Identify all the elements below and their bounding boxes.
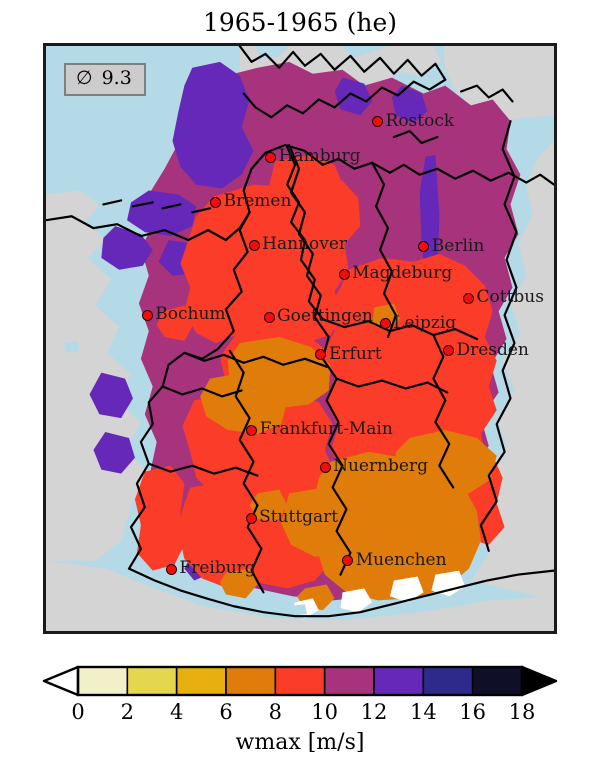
city-label: Rostock [385, 110, 455, 131]
colorbar-tick-label: 16 [459, 700, 487, 724]
city-label: Magdeburg [352, 263, 453, 284]
city-dot-icon [263, 311, 275, 323]
colorbar-segment [471, 666, 523, 696]
wind-speed-contour-map [46, 46, 554, 631]
city-label: Hamburg [278, 146, 361, 167]
city-label: Goettingen [277, 306, 373, 327]
colorbar-tick-label: 18 [508, 700, 536, 724]
city-label: Stuttgart [259, 507, 339, 528]
colorbar-outline [76, 665, 524, 697]
colorbar-segment [323, 666, 375, 696]
colorbar-segment [175, 666, 227, 696]
colorbar-tick-label: 0 [71, 700, 85, 724]
colorbar-over-arrow [520, 665, 558, 697]
mean-symbol: ∅ [76, 67, 93, 89]
city-label: Frankfurt-Main [259, 419, 393, 440]
colorbar-tick-label: 4 [169, 700, 184, 724]
city-dot-icon [210, 196, 222, 208]
contour-band-6-8 [200, 303, 497, 611]
coastline-and-borders [46, 46, 554, 618]
city-label: Dresden [456, 339, 529, 360]
colorbar-segment [126, 666, 178, 696]
city-dot-icon [315, 349, 327, 360]
colorbar-tick-labels: 0 2 4 6 8 10 12 14 16 18 [0, 700, 600, 726]
colorbar-segment [77, 666, 129, 696]
city-dot-icon [165, 563, 177, 575]
colorbar-tick-label: 8 [268, 700, 283, 724]
city-label: Freiburg [179, 558, 256, 579]
page-title: 1965-1965 (he) [202, 8, 398, 37]
colorbar-under-arrow [42, 665, 80, 697]
inland-water [63, 299, 307, 617]
colorbar-tick-label: 14 [409, 700, 437, 724]
city-dot-icon [342, 555, 354, 567]
city-label: Muenchen [355, 549, 447, 570]
city-dot-icon [372, 116, 384, 128]
city-label: Berlin [431, 235, 485, 256]
city-dot-icon [418, 241, 430, 253]
city-dot-icon [246, 424, 258, 436]
colorbar-segment [225, 666, 277, 696]
colorbar-swatches [42, 665, 558, 697]
colorbar-tick-label: 2 [120, 700, 135, 724]
city-dot-icon [442, 345, 454, 357]
map-panel[interactable]: ∅ 9.3 Rostock Hamburg Bremen Hannover Berlin M… [43, 43, 557, 634]
colorbar-tick-label: 6 [219, 700, 233, 724]
city-label: Hannover [262, 234, 348, 255]
colorbar-tick-label: 12 [360, 700, 388, 724]
city-dot-icon [319, 461, 331, 473]
city-label: Nuernberg [333, 456, 429, 477]
city-label: Leipzig [393, 312, 457, 333]
city-label: Cottbus [476, 287, 544, 308]
colorbar-axis-label: wmax [m/s] [235, 730, 365, 755]
city-dot-icon [338, 268, 350, 280]
city-label: Bremen [223, 191, 292, 212]
city-dot-icon [248, 239, 260, 251]
colorbar-segment [274, 666, 326, 696]
city-dot-icon [379, 318, 391, 330]
mean-value: 9.3 [101, 67, 132, 89]
mean-value-box: ∅ 9.3 [64, 63, 146, 96]
city-dot-icon [245, 512, 257, 524]
colorbar-segment [422, 666, 474, 696]
city-dot-icon [463, 292, 474, 304]
city-label: Bochum [155, 304, 226, 325]
colorbar[interactable] [40, 665, 560, 697]
city-dot-icon [265, 151, 277, 163]
colorbar-segment [373, 666, 425, 696]
city-dot-icon [141, 309, 153, 321]
city-label: Erfurt [328, 343, 382, 364]
colorbar-tick-label: 10 [311, 700, 339, 724]
